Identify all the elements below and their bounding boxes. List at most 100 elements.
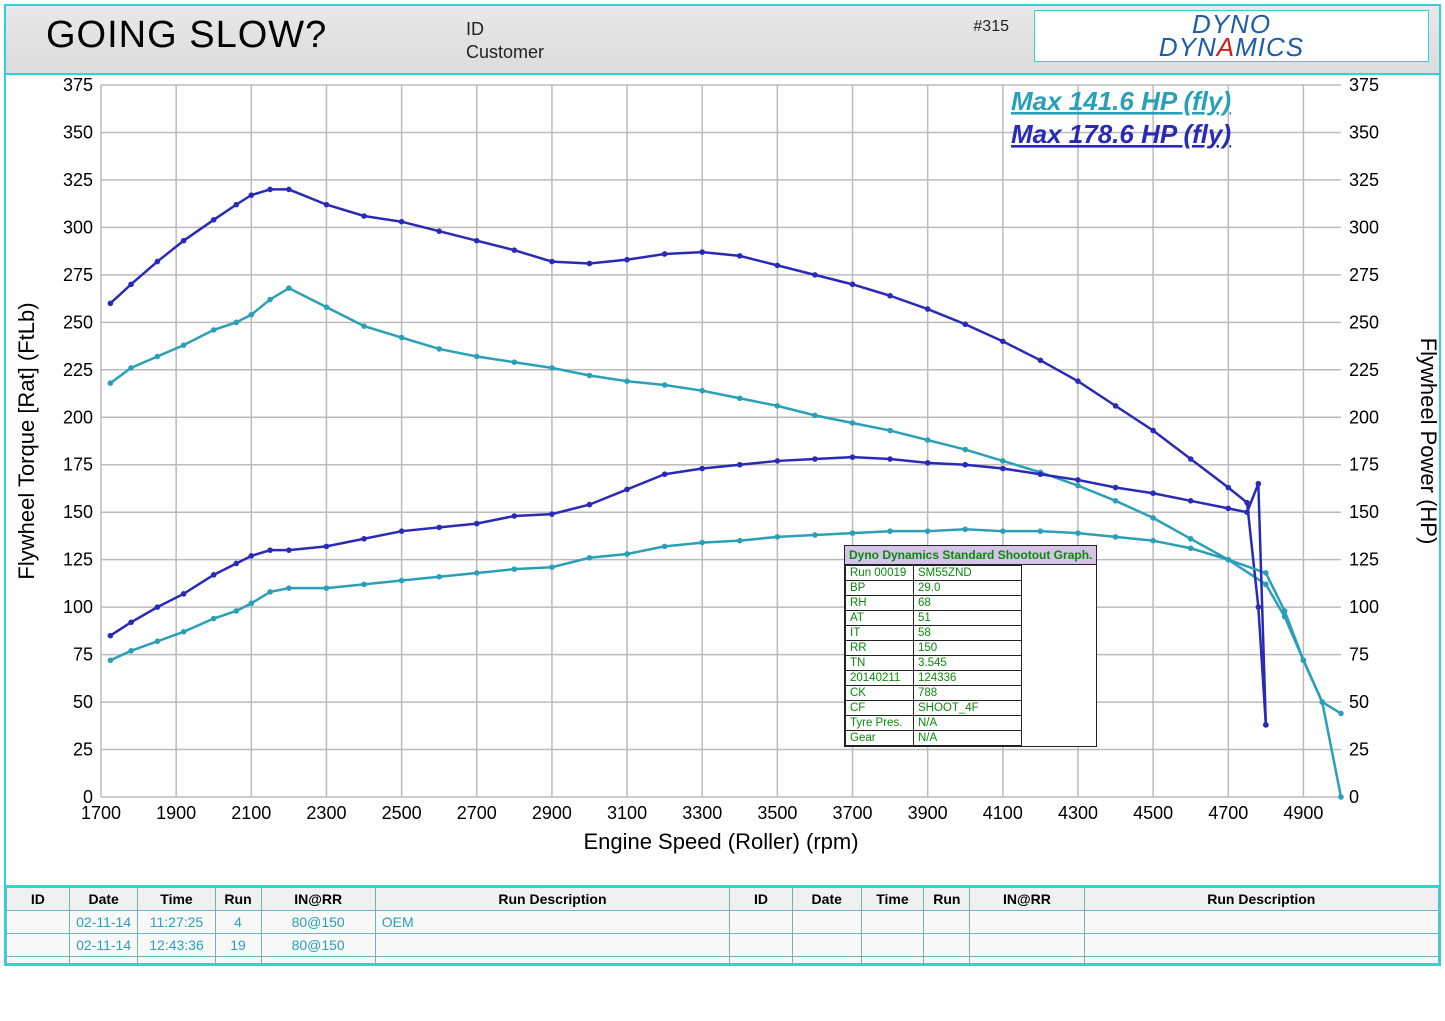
svg-text:75: 75 [1349, 644, 1369, 664]
info-cell: N/A [914, 715, 1022, 730]
svg-text:4900: 4900 [1283, 803, 1323, 823]
svg-text:100: 100 [63, 597, 93, 617]
page-title: GOING SLOW? [46, 14, 466, 57]
svg-text:4500: 4500 [1133, 803, 1173, 823]
run-table-cell [375, 933, 729, 956]
svg-text:225: 225 [63, 360, 93, 380]
svg-text:Engine Speed (Roller) (rpm): Engine Speed (Roller) (rpm) [583, 829, 858, 854]
run-table-header: IN@RR [970, 887, 1084, 910]
svg-text:4300: 4300 [1058, 803, 1098, 823]
run-table-cell: 80@150 [261, 910, 375, 933]
svg-text:300: 300 [63, 217, 93, 237]
svg-text:250: 250 [1349, 312, 1379, 332]
run-table-cell: 02-11-14 [69, 933, 138, 956]
svg-text:375: 375 [1349, 75, 1379, 95]
run-table-cell [7, 933, 70, 956]
svg-text:4700: 4700 [1208, 803, 1248, 823]
svg-text:325: 325 [1349, 170, 1379, 190]
run-table-cell [375, 956, 729, 963]
info-cell: IT [846, 625, 914, 640]
run-table-cell [861, 956, 924, 963]
info-cell: BP [846, 580, 914, 595]
run-table-wrap: IDDateTimeRunIN@RRRun DescriptionIDDateT… [6, 885, 1439, 964]
run-table-cell [792, 910, 861, 933]
run-table-header: ID [7, 887, 70, 910]
svg-text:1900: 1900 [156, 803, 196, 823]
header-bar: GOING SLOW? ID Customer #315 DYNO DYNAMI… [6, 6, 1439, 75]
info-cell: 68 [914, 595, 1022, 610]
run-table-cell [7, 956, 70, 963]
svg-text:75: 75 [73, 644, 93, 664]
svg-text:3100: 3100 [607, 803, 647, 823]
run-number: #315 [973, 18, 1009, 36]
info-cell: 788 [914, 685, 1022, 700]
id-label: ID [466, 18, 544, 41]
svg-text:2100: 2100 [231, 803, 271, 823]
dyno-chart: 1700190021002300250027002900310033003500… [6, 75, 1441, 885]
info-cell: Run 00019 [846, 565, 914, 580]
run-table-cell [730, 933, 793, 956]
run-table-cell [1084, 910, 1438, 933]
run-table-cell [924, 933, 970, 956]
run-table-cell: 19 [215, 933, 261, 956]
run-table-cell: 11:27:25 [138, 910, 215, 933]
svg-text:3300: 3300 [682, 803, 722, 823]
info-box-title: Dyno Dynamics Standard Shootout Graph. [845, 546, 1096, 565]
run-table-cell [970, 933, 1084, 956]
svg-text:25: 25 [73, 739, 93, 759]
svg-text:3500: 3500 [757, 803, 797, 823]
run-table-cell: 4 [215, 910, 261, 933]
svg-text:4100: 4100 [983, 803, 1023, 823]
info-cell: TN [846, 655, 914, 670]
run-table-cell: 80@150 [261, 933, 375, 956]
svg-text:250: 250 [63, 312, 93, 332]
run-table-cell [138, 956, 215, 963]
run-table-header: IN@RR [261, 887, 375, 910]
svg-text:350: 350 [1349, 122, 1379, 142]
svg-text:Flywheel Power (HP): Flywheel Power (HP) [1416, 337, 1441, 544]
svg-text:375: 375 [63, 75, 93, 95]
run-table-cell [730, 956, 793, 963]
svg-text:2300: 2300 [306, 803, 346, 823]
info-table: Run 00019SM55ZNDBP29.0RH68AT51IT58RR150T… [845, 565, 1022, 746]
svg-text:175: 175 [1349, 455, 1379, 475]
info-cell: 3.545 [914, 655, 1022, 670]
svg-text:200: 200 [1349, 407, 1379, 427]
chart-area: 1700190021002300250027002900310033003500… [6, 75, 1439, 885]
run-table-cell [730, 910, 793, 933]
run-table-cell [970, 910, 1084, 933]
run-table-cell [792, 956, 861, 963]
info-cell: Tyre Pres. [846, 715, 914, 730]
run-table-cell: 02-11-14 [69, 910, 138, 933]
run-table-header: Time [861, 887, 924, 910]
svg-text:150: 150 [63, 502, 93, 522]
svg-text:225: 225 [1349, 360, 1379, 380]
run-table-header: Time [138, 887, 215, 910]
table-row: 02-11-1411:27:25480@150OEM [7, 910, 1439, 933]
svg-text:Max 141.6 HP (fly): Max 141.6 HP (fly) [1011, 86, 1231, 116]
table-row: 02-11-1412:43:361980@150 [7, 933, 1439, 956]
svg-text:3900: 3900 [908, 803, 948, 823]
info-box: Dyno Dynamics Standard Shootout Graph. R… [844, 545, 1097, 747]
svg-text:125: 125 [63, 549, 93, 569]
svg-text:2700: 2700 [457, 803, 497, 823]
svg-text:0: 0 [1349, 787, 1359, 807]
run-table-cell [861, 910, 924, 933]
run-table-header: Run [215, 887, 261, 910]
run-table-cell [1084, 933, 1438, 956]
run-table-cell: 12:43:36 [138, 933, 215, 956]
run-table-cell [924, 956, 970, 963]
run-table-header: ID [730, 887, 793, 910]
info-cell: 20140211 [846, 670, 914, 685]
info-cell: SHOOT_4F [914, 700, 1022, 715]
info-cell: 51 [914, 610, 1022, 625]
run-table: IDDateTimeRunIN@RRRun DescriptionIDDateT… [6, 887, 1439, 964]
run-table-cell [924, 910, 970, 933]
svg-text:2500: 2500 [382, 803, 422, 823]
run-table-cell [69, 956, 138, 963]
run-table-cell [792, 933, 861, 956]
run-table-header: Date [69, 887, 138, 910]
svg-text:3700: 3700 [832, 803, 872, 823]
svg-text:175: 175 [63, 455, 93, 475]
info-cell: CK [846, 685, 914, 700]
